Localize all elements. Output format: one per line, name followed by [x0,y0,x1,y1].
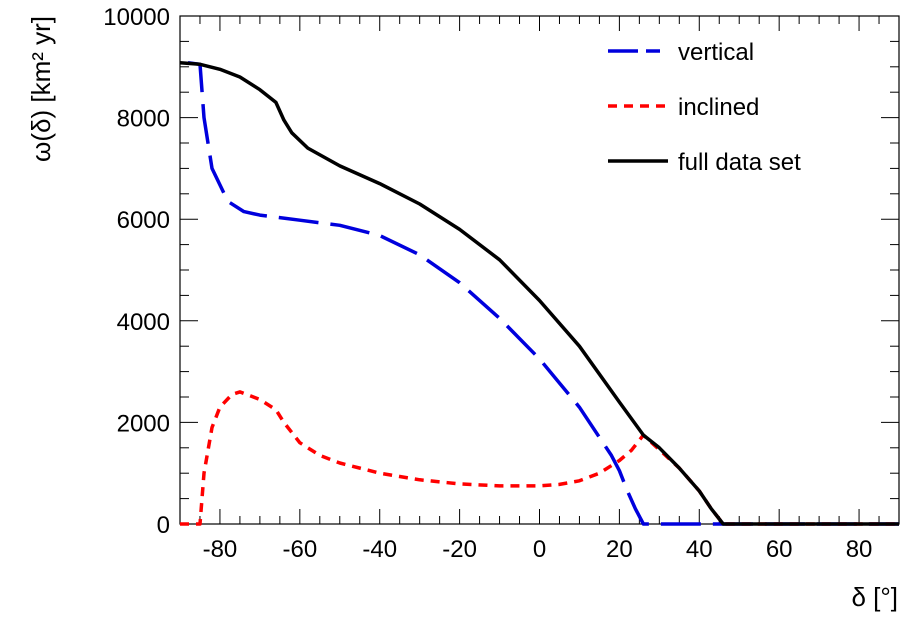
y-tick-label: 2000 [117,410,170,437]
x-axis-ticks: -80 -60 -40 -20 0 20 40 60 80 [179,16,900,563]
y-tick-label: 4000 [117,309,170,336]
legend-label-inclined: inclined [678,94,759,121]
x-tick-label: 60 [766,536,793,563]
series-line-full-data-set [179,60,899,526]
x-tick-label: 20 [606,536,633,563]
plot-frame [179,15,900,525]
y-tick-label: 8000 [117,106,170,133]
y-tick-label: 0 [157,512,170,539]
y-axis-title: ω(δ) [km² yr] [26,16,56,162]
y-tick-label: 10000 [103,4,170,31]
x-tick-label: -80 [203,536,238,563]
series-line-vertical [187,60,899,526]
x-tick-label: 40 [686,536,713,563]
legend-label-full-data-set: full data set [678,149,801,176]
x-axis-title: δ [°] [851,582,898,612]
y-tick-label: 6000 [117,207,170,234]
series-line-inclined [180,390,899,526]
y-axis-ticks: 0 2000 4000 6000 8000 10000 [103,4,899,539]
x-tick-label: -60 [282,536,317,563]
legend-label-vertical: vertical [678,39,754,66]
x-tick-label: -40 [362,536,397,563]
x-tick-label: -20 [442,536,477,563]
legend: vertical inclined full data set [608,39,801,176]
x-tick-label: 80 [846,536,873,563]
x-tick-label: 0 [533,536,546,563]
series-layer [179,60,899,526]
